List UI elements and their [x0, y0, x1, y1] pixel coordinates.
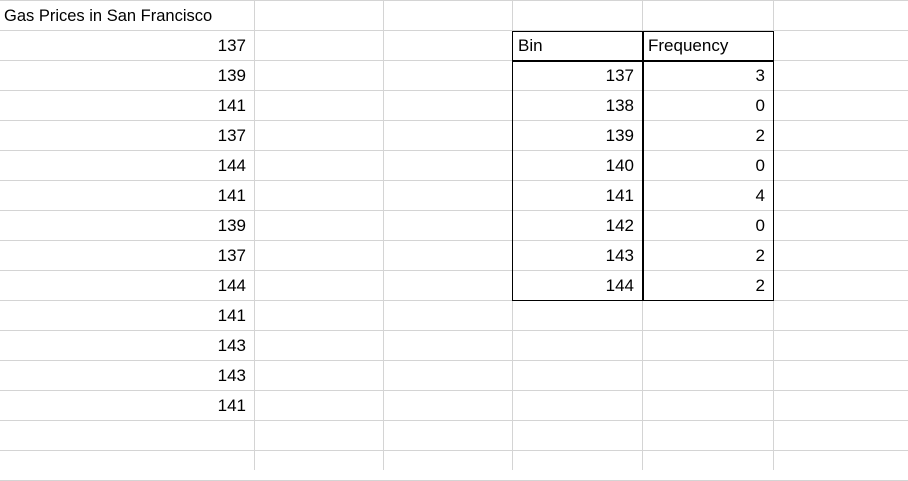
grid-row-line — [0, 180, 908, 181]
grid-row-line — [0, 90, 908, 91]
frequency-cell[interactable]: 0 — [755, 156, 765, 175]
price-cell[interactable]: 137 — [217, 36, 246, 55]
frequency-cell[interactable]: 2 — [755, 126, 765, 145]
bin-header-cell[interactable]: Bin — [518, 36, 543, 55]
column-title-cell[interactable]: Gas Prices in San Francisco — [4, 7, 213, 25]
price-cell[interactable]: 139 — [217, 216, 246, 235]
grid-row-line — [0, 240, 908, 241]
price-cell[interactable]: 144 — [217, 276, 246, 295]
grid-row-line — [0, 60, 908, 61]
grid-column-line — [383, 0, 384, 470]
price-cell[interactable]: 137 — [217, 126, 246, 145]
grid-row-line — [0, 0, 908, 1]
price-cell[interactable]: 141 — [217, 186, 246, 205]
price-cell[interactable]: 139 — [217, 66, 246, 85]
price-cell[interactable]: 141 — [217, 396, 246, 415]
bin-cell[interactable]: 143 — [605, 246, 634, 265]
price-cell[interactable]: 143 — [217, 366, 246, 385]
grid-row-line — [0, 360, 908, 361]
grid-row-line — [0, 330, 908, 331]
grid-row-line — [0, 150, 908, 151]
frequency-cell[interactable]: 0 — [755, 96, 765, 115]
frequency-cell[interactable]: 3 — [755, 66, 765, 85]
price-cell[interactable]: 141 — [217, 306, 246, 325]
price-cell[interactable]: 137 — [217, 246, 246, 265]
grid-row-line — [0, 120, 908, 121]
frequency-table-column-divider — [642, 31, 644, 301]
grid-row-line — [0, 30, 908, 31]
bin-cell[interactable]: 144 — [605, 276, 634, 295]
bin-cell[interactable]: 140 — [605, 156, 634, 175]
bin-cell[interactable]: 137 — [605, 66, 634, 85]
grid-column-line — [254, 0, 255, 470]
grid-row-line — [0, 210, 908, 211]
price-cell[interactable]: 143 — [217, 336, 246, 355]
frequency-table-header-divider — [512, 60, 774, 62]
grid-row-line — [0, 450, 908, 451]
frequency-cell[interactable]: 4 — [755, 186, 765, 205]
grid-row-line — [0, 420, 908, 421]
price-cell[interactable]: 144 — [217, 156, 246, 175]
frequency-cell[interactable]: 2 — [755, 276, 765, 295]
grid-column-line — [773, 0, 774, 470]
frequency-header-cell[interactable]: Frequency — [648, 36, 729, 55]
bin-cell[interactable]: 138 — [605, 96, 634, 115]
frequency-cell[interactable]: 2 — [755, 246, 765, 265]
grid-row-line — [0, 300, 908, 301]
bin-cell[interactable]: 139 — [605, 126, 634, 145]
price-cell[interactable]: 141 — [217, 96, 246, 115]
grid-row-line — [0, 270, 908, 271]
grid-row-line — [0, 390, 908, 391]
bin-cell[interactable]: 142 — [605, 216, 634, 235]
bin-cell[interactable]: 141 — [605, 186, 634, 205]
frequency-cell[interactable]: 0 — [755, 216, 765, 235]
